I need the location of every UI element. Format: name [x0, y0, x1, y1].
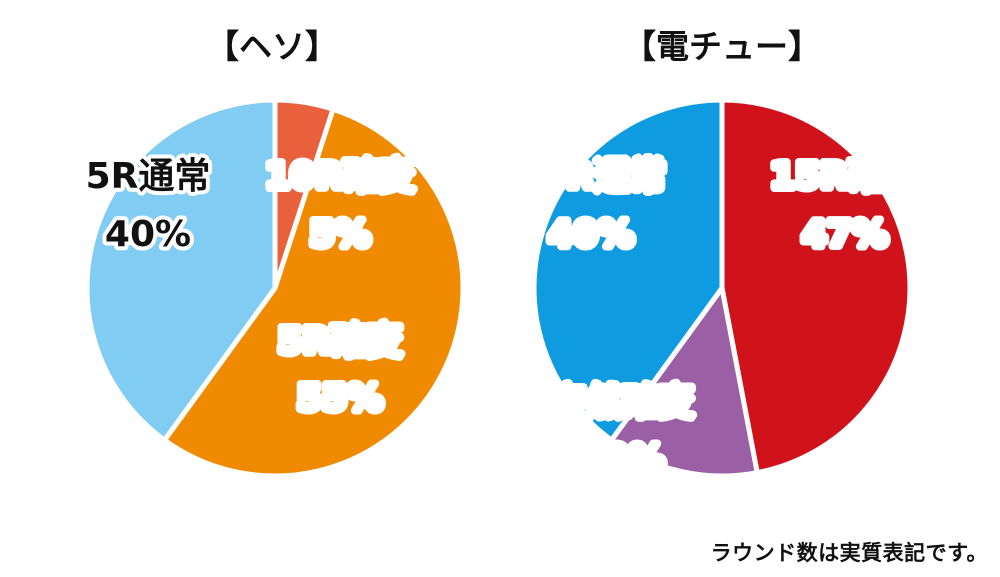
slice-name-label: 15R確変: [770, 155, 920, 197]
pie-chart-heso: 【ヘソ】 10R確変 5% 5R確変 55% 5R通常 40%: [82, 27, 466, 479]
slice-name-label: 10R確変: [265, 155, 415, 197]
slice-value-label: 47%: [802, 214, 888, 255]
pie-slice: [84, 97, 278, 443]
slice-name-label: 15R通常: [516, 156, 666, 197]
pie-slice: [608, 285, 760, 479]
slice-value-label: 5%: [309, 214, 370, 255]
pie-chart-denchu: 【電チュー】 15R確変 47% 突然確変 13% 15R通常 40%: [512, 27, 924, 483]
slice-value-label: 40%: [105, 214, 191, 255]
slice-name-label: 5R確変: [278, 320, 403, 362]
slice-value-label: 13%: [579, 438, 665, 479]
footnote: ラウンド数は実質表記です。: [710, 541, 988, 565]
chart-title-heso: 【ヘソ】: [206, 27, 338, 66]
slice-value-label: 55%: [297, 378, 383, 419]
slice-name-label: 突然確変: [550, 381, 694, 423]
pie-slice: [719, 97, 913, 476]
slice-name-label: 5R通常: [86, 156, 211, 197]
chart-title-denchu: 【電チュー】: [623, 27, 821, 66]
pie-slice: [531, 97, 725, 443]
pie-slice: [161, 106, 466, 479]
slice-value-label: 40%: [548, 214, 634, 255]
